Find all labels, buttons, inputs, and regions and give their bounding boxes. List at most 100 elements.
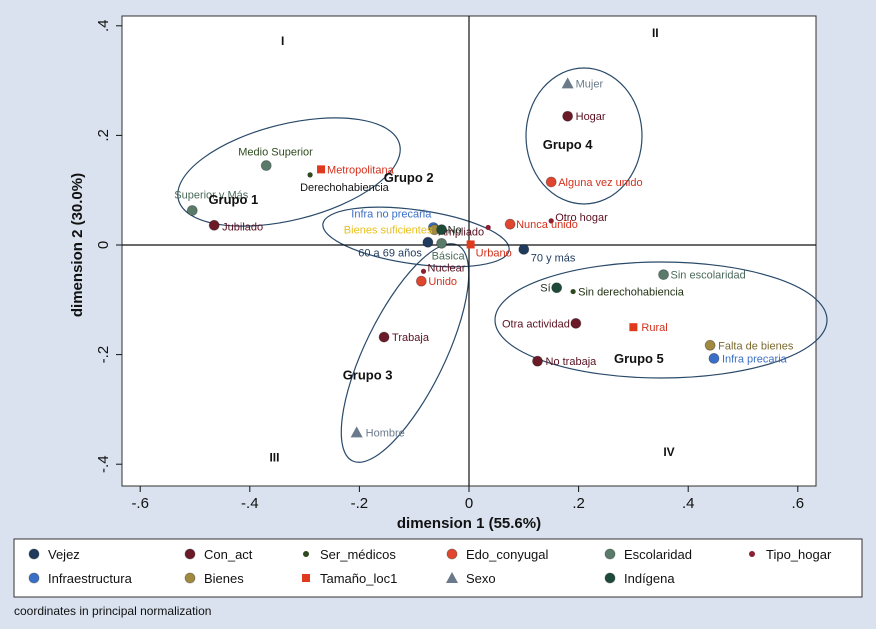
point-label-infra-precaria: Infra precaria — [722, 353, 788, 365]
x-tick-label: 0 — [465, 495, 473, 512]
quadrant-label-iii: III — [269, 450, 279, 464]
point-label-superior-y-mas: Superior y Más — [174, 189, 248, 201]
legend-label-tamano-loc1: Tamaño_loc1 — [320, 571, 397, 586]
point-label-derechohabiencia: Derechohabiencia — [300, 182, 390, 194]
group-labels: Grupo 1 Grupo 2 Grupo 3 Grupo 4 Grupo 5 — [208, 137, 663, 382]
point-unido — [415, 275, 427, 287]
point-label-basica: Básica — [432, 250, 466, 262]
legend-marker-indigena — [604, 572, 616, 584]
legend-marker-infraestructura — [28, 572, 40, 584]
legend-marker-vejez — [28, 548, 40, 560]
point-label-metropolitana: Metropolitana — [327, 164, 395, 176]
x-tick-label: .2 — [572, 495, 585, 512]
x-tick-label: .6 — [792, 495, 805, 512]
point-label-70-y-mas: 70 y más — [531, 252, 576, 264]
point-metropolitana — [317, 165, 326, 174]
y-tick-label: -.2 — [95, 346, 112, 364]
point-trabaja — [378, 331, 390, 343]
point-nunca-unido — [504, 218, 516, 230]
group-ellipse-2 — [322, 206, 510, 268]
point-derechohabiencia — [307, 172, 313, 178]
x-tick-label: .4 — [682, 495, 695, 512]
point-no — [436, 224, 448, 236]
point-superior-y-mas — [186, 205, 198, 216]
point-label-nunca-unido: Nunca unido — [516, 219, 578, 231]
point-rural — [629, 323, 638, 332]
point-otro-hogar — [548, 218, 554, 224]
legend: Vejez Con_act Ser_médicos Edo_conyugal Escol… — [28, 547, 832, 586]
group-label-1: Grupo 1 — [208, 192, 258, 207]
y-axis-title: dimension 2 (30.0%) — [69, 173, 86, 317]
legend-label-indigena: Indígena — [624, 571, 675, 586]
legend-label-edo-conyugal: Edo_conyugal — [466, 547, 549, 562]
legend-marker-tamano-loc1 — [302, 574, 310, 582]
point-alguna-vez-unido — [545, 176, 557, 188]
point-label-medio-superior: Medio Superior — [238, 147, 313, 159]
point-nuclear — [420, 268, 427, 274]
point-sin-escolaridad — [658, 269, 669, 280]
point-falta-de-bienes — [704, 339, 716, 351]
group-ellipse-1 — [177, 117, 401, 227]
legend-label-ser-medicos: Ser_médicos — [320, 547, 396, 562]
y-tick-label: 0 — [95, 241, 112, 249]
point-jubilado — [208, 219, 220, 231]
point-label-no: No — [448, 225, 462, 237]
point-label-nuclear: Nuclear — [428, 262, 466, 274]
x-tick-label: -.4 — [241, 495, 259, 512]
data-points: Mujer Hogar Medio Superior Metropolitana Der… — [174, 77, 794, 439]
legend-label-escolaridad: Escolaridad — [624, 547, 692, 562]
point-label-otro-hogar: Otro hogar — [555, 212, 608, 224]
legend-label-tipo-hogar: Tipo_hogar — [766, 547, 832, 562]
group-label-5: Grupo 5 — [614, 351, 664, 366]
point-label-bienes-suficientes: Bienes suficientes — [344, 225, 433, 237]
point-label-jubilado: Jubilado — [222, 221, 263, 233]
point-si — [551, 282, 563, 294]
point-label-falta-de-bienes: Falta de bienes — [718, 340, 794, 352]
quadrant-label-ii: II — [652, 26, 659, 40]
point-label-mujer: Mujer — [576, 78, 604, 90]
point-mujer — [561, 77, 574, 89]
point-hombre — [350, 426, 363, 438]
group-label-3: Grupo 3 — [343, 367, 393, 382]
point-no-trabaja — [532, 355, 543, 367]
legend-marker-bienes — [184, 572, 196, 584]
quadrant-label-i: I — [281, 34, 284, 48]
point-label-si: Sí — [540, 283, 550, 295]
legend-marker-tipo-hogar — [749, 551, 755, 557]
group-ellipse-5 — [494, 261, 828, 379]
group-label-2: Grupo 2 — [384, 170, 434, 185]
legend-marker-edo-conyugal — [446, 548, 458, 560]
y-tick-label: -.4 — [95, 455, 112, 473]
point-ampliado — [485, 224, 491, 231]
legend-marker-escolaridad — [604, 548, 616, 560]
x-axis-title: dimension 1 (55.6%) — [397, 515, 541, 532]
legend-label-bienes: Bienes — [204, 571, 244, 586]
y-axis-ticks: .4 .2 0 -.2 -.4 — [95, 20, 122, 473]
point-label-alguna-vez-unido: Alguna vez unido — [558, 177, 642, 189]
point-label-trabaja: Trabaja — [392, 332, 430, 344]
point-label-urbano: Urbano — [476, 247, 512, 259]
point-sin-derechohabiencia — [570, 288, 576, 295]
legend-marker-ser-medicos — [303, 551, 309, 557]
point-label-unido: Unido — [428, 276, 457, 288]
point-medio-superior — [260, 160, 272, 171]
legend-label-con-act: Con_act — [204, 547, 253, 562]
point-label-no-trabaja: No trabaja — [546, 356, 598, 368]
point-label-hombre: Hombre — [366, 427, 405, 439]
point-label-hogar: Hogar — [576, 111, 606, 123]
legend-label-sexo: Sexo — [466, 571, 496, 586]
point-label-sin-derechohabiencia: Sin derechohabiencia — [578, 287, 685, 299]
point-70-y-mas — [518, 243, 530, 255]
point-label-infra-no-precaria: Infra no precaria — [351, 208, 432, 220]
legend-label-vejez: Vejez — [48, 547, 80, 562]
quadrant-label-iv: IV — [663, 445, 674, 459]
point-urbano — [466, 240, 475, 249]
point-60-a-69-anos — [422, 236, 434, 248]
point-label-otra-actividad: Otra actividad — [502, 318, 570, 330]
x-axis-ticks: -.6 -.4 -.2 0 .2 .4 .6 — [131, 486, 804, 512]
legend-marker-con-act — [184, 548, 196, 560]
point-label-ampliado: Ampliado — [438, 226, 484, 238]
group-ellipses — [177, 67, 828, 463]
